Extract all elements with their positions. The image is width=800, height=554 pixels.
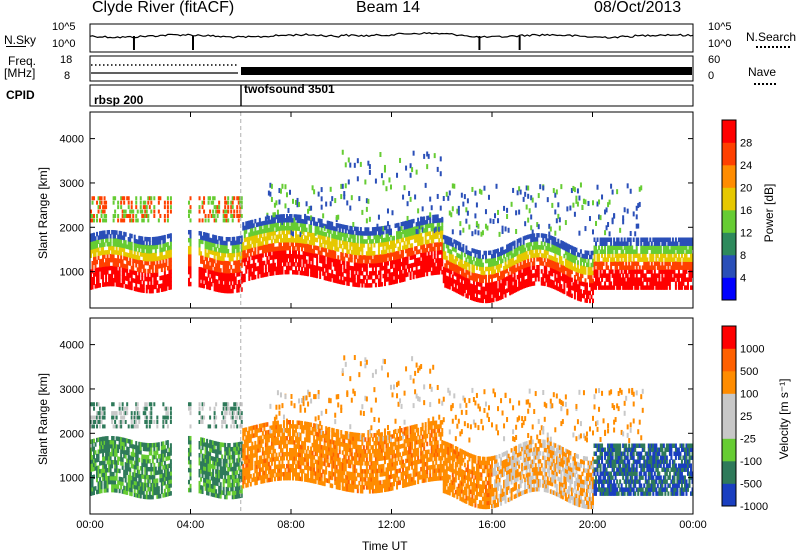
cpid-entry-rbsp: rbsp 200 [94,93,144,107]
velocity-colorbar-label: Velocity [m s⁻¹] [777,378,791,460]
velocity-cbar-tick-7: -1000 [740,501,768,513]
xtick-label-6: 00:00 [679,519,707,531]
ytick-label-1-1: 2000 [60,428,84,440]
nave-band [241,67,692,75]
beam-label: Beam 14 [356,0,421,16]
station-title: Clyde River (fitACF) [92,0,235,16]
ytick-label-0-3: 4000 [60,134,84,146]
date-label: 08/Oct/2013 [594,0,682,16]
velocity-cbar-tick-4: -25 [740,434,756,446]
power-cbar-tick-3: 16 [740,205,752,217]
power-cbar-tick-1: 8 [740,250,746,262]
power-colorbar: 4 8 12 16 20 24 28 [721,119,752,301]
ytick-label-0-1: 2000 [60,222,84,234]
power-cbar-tick-2: 12 [740,228,752,240]
velocity-cbar-tick-1: 500 [740,366,758,378]
velocity-cbar-tick-6: -500 [740,479,762,491]
noise-search-legend-line [756,46,790,48]
cpid-panel [89,84,694,107]
ytick-label-1-3: 4000 [60,340,84,352]
noise-sky-series [89,31,694,39]
freq-tick-top: 18 [60,54,73,66]
noise-left-tick-top: 10^5 [52,21,76,33]
ytick-label-1-2: 3000 [60,384,84,396]
xtick-label-3: 12:00 [378,519,406,531]
xtick-label-5: 20:00 [579,519,607,531]
velocity-ylabel: Slant Range [km] [36,372,50,466]
nave-label: Nave [748,65,777,79]
x-axis-label: Time UT [362,539,408,553]
noise-right-tick-top: 10^5 [708,21,732,33]
velocity-cbar-tick-0: 1000 [740,344,764,356]
power-cbar-tick-5: 24 [740,160,752,172]
velocity-colorbar: 1000 500 100 25 -25 -100 -500 -1000 [721,325,768,513]
freq-panel [89,55,694,82]
xtick-label-2: 08:00 [277,519,305,531]
nave-tick-bottom: 0 [708,70,715,82]
freq-tick-bottom: 8 [64,70,71,82]
cpid-label: CPID [6,88,35,102]
ytick-label-0-2: 3000 [60,178,84,190]
noise-search-label: N.Search [746,30,797,44]
ytick-label-0-0: 1000 [60,267,84,279]
velocity-panel: 1000 2000 3000 4000 00:00 04:00 08:00 12:00 16:… [60,112,707,531]
nave-tick-top: 60 [708,54,721,66]
xtick-label-0: 00:00 [76,519,104,531]
velocity-cbar-tick-3: 25 [740,411,752,423]
freq-label-line2: [MHz] [4,66,36,80]
freq-label-line1: Freq. [8,54,37,68]
noise-right-tick-bottom: 10^0 [708,38,732,50]
power-panel: 1000 2000 3000 4000 [60,111,694,309]
power-cbar-tick-0: 4 [740,273,746,285]
nave-legend-line [754,83,776,85]
power-cbar-tick-4: 20 [740,183,752,195]
velocity-cbar-tick-5: -100 [740,456,762,468]
noise-left-tick-bottom: 10^0 [52,38,76,50]
noise-sky-legend-line [6,46,26,47]
noise-sky-label: N.Sky [4,33,37,47]
ytick-label-1-0: 1000 [60,473,84,485]
power-ylabel: Slant Range [km] [36,166,50,260]
noise-panel [89,23,694,53]
power-colorbar-label: Power [dB] [762,183,776,243]
velocity-cbar-tick-2: 100 [740,389,758,401]
xtick-label-4: 16:00 [478,519,506,531]
power-cbar-tick-6: 28 [740,138,752,150]
xtick-label-1: 04:00 [177,519,205,531]
